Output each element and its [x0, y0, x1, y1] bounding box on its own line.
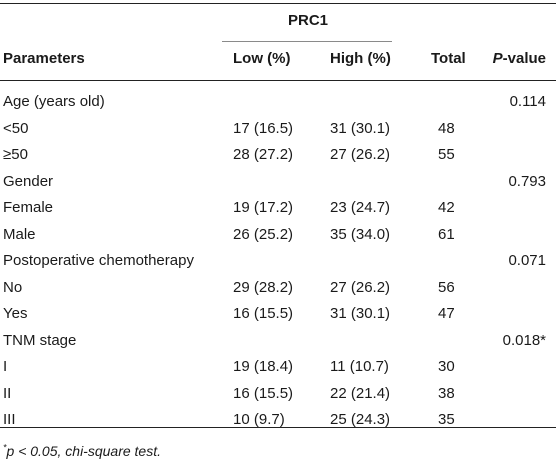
row-total-value: 30	[438, 358, 455, 375]
row-parameter: TNM stage	[3, 332, 77, 349]
col-header-high: High (%)	[330, 50, 391, 67]
row-total-value: 42	[438, 199, 455, 216]
row-total-value: 38	[438, 385, 455, 402]
row-low-value: 28 (27.2)	[233, 146, 294, 163]
row-parameter: II	[3, 385, 12, 402]
col-header-total: Total	[431, 50, 466, 67]
group-underline	[222, 41, 392, 42]
row-low-value: 16 (15.5)	[233, 305, 294, 322]
row-parameter: <50	[3, 120, 29, 137]
pvalue-italic-p: P	[492, 50, 503, 67]
row-low-value: 17 (16.5)	[233, 120, 294, 137]
row-parameter: Yes	[3, 305, 28, 322]
row-high-value: 27 (26.2)	[330, 146, 391, 163]
row-low-value: 16 (15.5)	[233, 385, 294, 402]
row-low-value: 26 (25.2)	[233, 226, 294, 243]
row-pvalue: 0.114	[509, 93, 546, 110]
row-parameter: I	[3, 358, 8, 375]
row-total-value: 47	[438, 305, 455, 322]
header-rule	[0, 80, 556, 81]
row-low-value: 19 (18.4)	[233, 358, 294, 375]
row-low-value: 10 (9.7)	[233, 411, 285, 428]
col-header-pvalue: P-value	[493, 50, 546, 68]
row-pvalue: 0.071	[508, 252, 546, 269]
col-header-parameters: Parameters	[3, 50, 85, 67]
row-pvalue: 0.793	[508, 173, 546, 190]
row-total-value: 61	[438, 226, 455, 243]
row-high-value: 27 (26.2)	[330, 279, 391, 296]
row-parameter: Age (years old)	[3, 93, 105, 110]
row-parameter: Gender	[3, 173, 54, 190]
footnote-text: p < 0.05, chi-square test.	[6, 443, 161, 459]
row-parameter: Female	[3, 199, 54, 216]
row-total-value: 48	[438, 120, 455, 137]
row-parameter: Postoperative chemotherapy	[3, 252, 194, 269]
top-rule	[0, 3, 556, 4]
row-total-value: 56	[438, 279, 455, 296]
row-high-value: 23 (24.7)	[330, 199, 391, 216]
row-parameter: No	[3, 279, 23, 296]
table-footnote: *p < 0.05, chi-square test.	[3, 443, 161, 459]
row-pvalue: 0.018*	[502, 332, 546, 349]
bottom-rule	[0, 427, 556, 428]
row-total-value: 35	[438, 411, 455, 428]
row-high-value: 22 (21.4)	[330, 385, 391, 402]
row-parameter: ≥50	[3, 146, 28, 163]
group-header-prc1: PRC1	[288, 12, 329, 29]
row-parameter: Male	[3, 226, 36, 243]
row-high-value: 11 (10.7)	[330, 358, 389, 375]
row-high-value: 25 (24.3)	[330, 411, 391, 428]
pvalue-suffix: -value	[502, 50, 546, 67]
col-header-low: Low (%)	[233, 50, 291, 67]
row-parameter: III	[3, 411, 16, 428]
row-high-value: 31 (30.1)	[330, 305, 391, 322]
row-high-value: 35 (34.0)	[330, 226, 391, 243]
footnote-marker: *	[3, 442, 7, 453]
row-low-value: 29 (28.2)	[233, 279, 294, 296]
row-low-value: 19 (17.2)	[233, 199, 294, 216]
row-total-value: 55	[438, 146, 455, 163]
row-high-value: 31 (30.1)	[330, 120, 391, 137]
